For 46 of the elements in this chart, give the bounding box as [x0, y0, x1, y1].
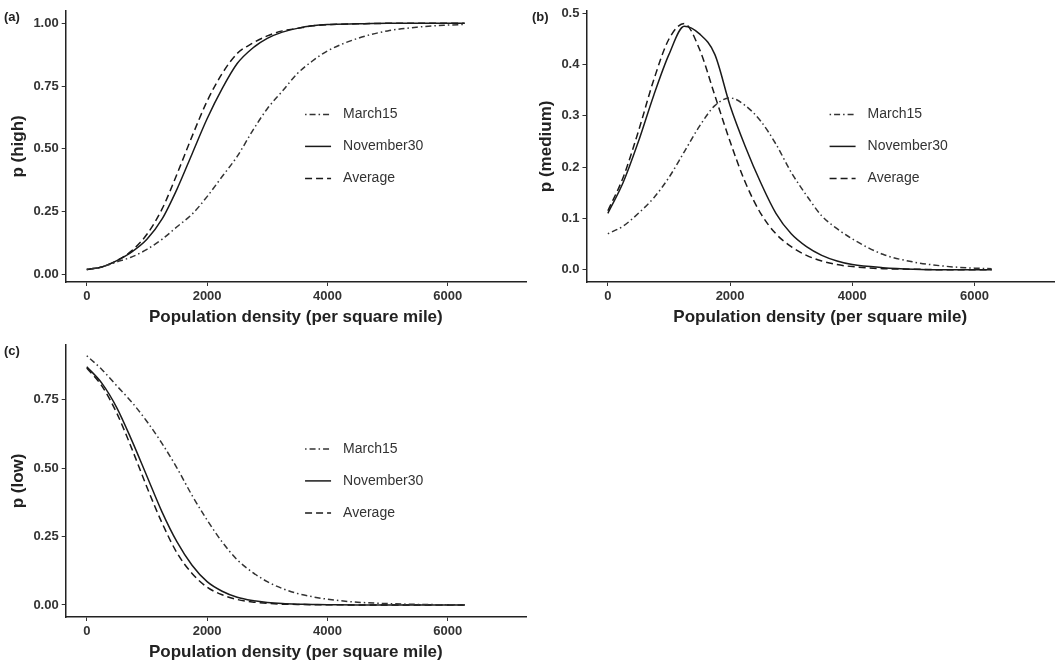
x-tick-label: 0 [604, 288, 612, 304]
legend-label: Average [343, 503, 396, 520]
legend-label: November30 [343, 471, 424, 488]
x-tick-label: 0 [83, 288, 91, 304]
y-tick-label: 0.2 [561, 158, 580, 174]
x-axis-title: Population density (per square mile) [673, 307, 968, 327]
legend-label: November30 [867, 137, 948, 154]
y-tick-label: 0.50 [33, 459, 59, 475]
y-tick-label: 0.0 [561, 261, 580, 277]
x-axis-title: Population density (per square mile) [148, 642, 443, 662]
y-tick-label: 0.50 [33, 140, 59, 156]
y-tick-label: 0.3 [561, 107, 580, 123]
legend-label: March15 [343, 439, 398, 456]
legend-label: March15 [343, 105, 398, 122]
x-tick-label: 2000 [192, 288, 222, 304]
chart-title: (b) [532, 8, 549, 24]
x-tick-label: 2000 [192, 623, 222, 639]
legend-label: November30 [343, 137, 424, 154]
y-tick-label: 0.25 [33, 528, 59, 544]
x-tick-label: 4000 [312, 623, 342, 639]
y-axis-title: p (high) [7, 115, 27, 178]
line-series [607, 97, 993, 270]
chart-title: (a) [4, 8, 20, 24]
y-tick-label: 0.1 [561, 210, 580, 226]
y-tick-label: 0.75 [33, 391, 59, 407]
x-axis-title: Population density (per square mile) [148, 307, 443, 327]
y-tick-label: 0.00 [33, 266, 59, 282]
x-tick-label: 6000 [433, 288, 463, 304]
y-tick-label: 0.25 [33, 203, 59, 219]
y-tick-label: 1.00 [33, 14, 59, 30]
y-axis-title: p (medium) [535, 100, 555, 193]
x-tick-label: 4000 [837, 288, 867, 304]
y-tick-label: 0.00 [33, 596, 59, 612]
y-tick-label: 0.75 [33, 77, 59, 93]
x-tick-label: 6000 [960, 288, 990, 304]
x-tick-label: 0 [83, 623, 91, 639]
legend-label: Average [867, 169, 920, 186]
x-tick-label: 6000 [433, 623, 463, 639]
y-tick-label: 0.4 [561, 56, 581, 72]
y-tick-label: 0.5 [561, 4, 580, 20]
chart-title: (c) [4, 342, 20, 358]
legend-label: Average [343, 169, 396, 186]
legend-label: March15 [867, 105, 923, 122]
y-axis-title: p (low) [7, 453, 27, 509]
x-tick-label: 4000 [312, 288, 342, 304]
x-tick-label: 2000 [715, 288, 745, 304]
